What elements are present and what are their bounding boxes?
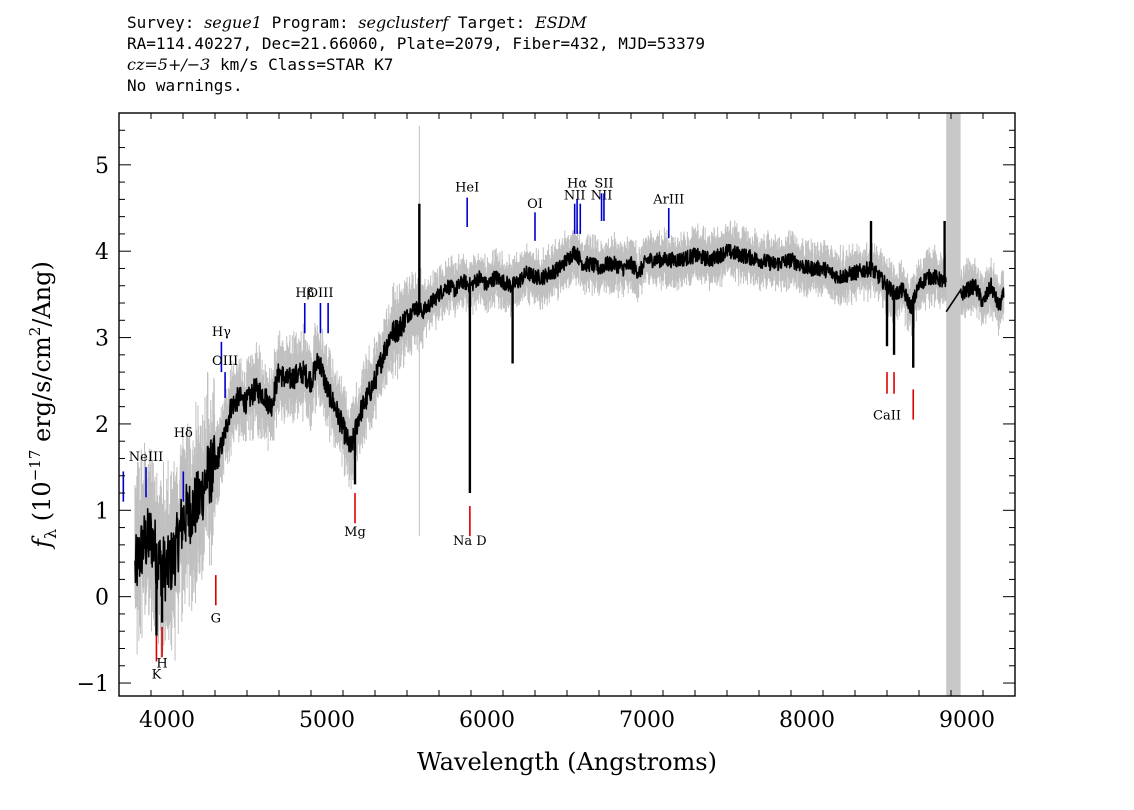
emission-line-label-8: HeI [455, 181, 479, 196]
emission-line-label-13: NII [591, 188, 613, 203]
target-label: Target: [448, 13, 535, 32]
y-tick-label-0: 0 [95, 586, 109, 611]
flux-line [134, 243, 1005, 602]
masked-region-band [946, 113, 961, 696]
header-line-redshift: cz=5+/−3 km/s Class=STAR K7 [127, 54, 705, 75]
redshift-value: cz=5+/−3 [127, 55, 211, 74]
absorption-line-label-1: H [156, 656, 167, 671]
x-tick-label-7000: 7000 [619, 708, 675, 733]
x-tick-label-6000: 6000 [459, 708, 515, 733]
emission-line-label-5: Hβ [295, 286, 314, 301]
emission-line-label-15: ArIII [652, 193, 684, 208]
y-tick-label-5: 5 [95, 154, 109, 179]
spectrum-header: Survey: segue1 Program: segclusterf Targ… [127, 12, 705, 96]
y-tick-label-1: 1 [95, 499, 109, 524]
y-axis-title: fλ (10−17 erg/s/cm2/Ang) [26, 261, 60, 550]
program-value: segclusterf [358, 13, 449, 32]
y-tick-label-2: 2 [95, 413, 109, 438]
y-tick-label--1: −1 [77, 672, 109, 697]
program-label: Program: [261, 13, 359, 32]
x-tick-label-4000: 4000 [139, 708, 195, 733]
emission-line-label-1: NeIII [129, 450, 163, 465]
y-tick-label-4: 4 [95, 240, 109, 265]
header-line-warnings: No warnings. [127, 76, 243, 95]
emission-line-label-2: Hδ [174, 426, 193, 441]
emission-line-label-10: NII [564, 188, 586, 203]
absorption-line-label-3: Mg [344, 525, 366, 540]
survey-label: Survey: [127, 13, 205, 32]
emission-line-label-3: Hγ [212, 325, 231, 340]
x-tick-label-8000: 8000 [779, 708, 835, 733]
absorption-line-label-4: Na D [453, 534, 487, 549]
emission-line-label-11: Hα [567, 176, 587, 191]
absorption-line-label-0: K [152, 668, 162, 683]
y-tick-label-3: 3 [95, 327, 109, 352]
emission-line-label-14: SII [594, 176, 613, 191]
target-value: ESDM [534, 13, 587, 32]
flux-masked-connector [945, 289, 962, 313]
survey-value: segue1 [204, 13, 262, 32]
x-tick-label-9000: 9000 [939, 708, 995, 733]
class-value: km/s Class=STAR K7 [210, 55, 394, 74]
header-line-coordinates: RA=114.40227, Dec=21.66060, Plate=2079, … [127, 34, 705, 53]
x-axis-title: Wavelength (Angstroms) [417, 748, 717, 776]
emission-line-label-6: OIII [307, 286, 333, 301]
x-tick-label-5000: 5000 [299, 708, 355, 733]
error-band-path [134, 220, 1005, 661]
emission-line-label-4: OIII [212, 354, 238, 369]
absorption-line-label-5: CaII [873, 409, 901, 424]
error-envelope [134, 220, 1005, 661]
emission-line-label-9: OI [527, 197, 543, 212]
header-line-survey: Survey: segue1 Program: segclusterf Targ… [127, 12, 705, 33]
absorption-line-label-2: G [211, 612, 221, 627]
